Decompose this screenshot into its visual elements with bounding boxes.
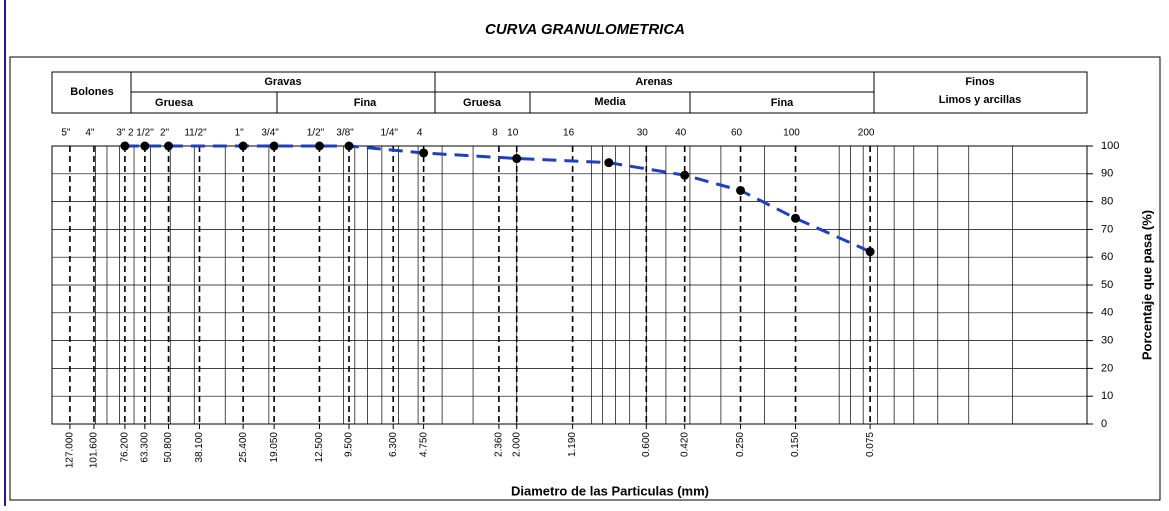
x-tick-label: 0.250 xyxy=(735,432,746,457)
sieve-label: 100 xyxy=(783,128,800,139)
class-label: Fina xyxy=(771,97,794,109)
x-tick-label: 76.200 xyxy=(120,432,131,463)
y-tick-label: 40 xyxy=(1101,307,1113,319)
point xyxy=(238,141,248,151)
y-tick-label: 0 xyxy=(1101,418,1107,430)
point xyxy=(865,247,875,257)
chart-title: CURVA GRANULOMETRICA xyxy=(485,21,685,38)
y-tick-label: 70 xyxy=(1101,223,1113,235)
point xyxy=(314,141,324,151)
point xyxy=(269,141,279,151)
x-tick-label: 0.420 xyxy=(679,432,690,457)
sieve-label: 2 1/2" xyxy=(128,128,154,139)
y-tick-label: 50 xyxy=(1101,279,1113,291)
y-tick-label: 30 xyxy=(1101,335,1113,347)
x-tick-label: 38.100 xyxy=(194,432,205,463)
sieve-label: 5" xyxy=(61,128,71,139)
sieve-label: 8 xyxy=(492,128,498,139)
sieve-label: 40 xyxy=(675,128,687,139)
point xyxy=(120,141,130,151)
sieve-label: 1/2" xyxy=(307,128,325,139)
sieve-label: 1/4" xyxy=(380,128,398,139)
x-tick-label: 9.500 xyxy=(344,432,355,457)
y-tick-label: 80 xyxy=(1101,196,1113,208)
sieve-label: 2" xyxy=(160,128,170,139)
class-label: Fina xyxy=(354,97,377,109)
x-axis-label: Diametro de las Particulas (mm) xyxy=(511,483,709,498)
y-tick-label: 100 xyxy=(1101,140,1119,152)
sieve-label: 4" xyxy=(85,128,95,139)
class-label: Arenas xyxy=(635,76,672,88)
point xyxy=(512,154,522,164)
class-label: Bolones xyxy=(70,86,113,98)
class-label: Gravas xyxy=(264,76,301,88)
frame xyxy=(9,56,1161,501)
point xyxy=(604,158,614,168)
sieve-label: 3" xyxy=(116,128,126,139)
class-label: Finos xyxy=(965,76,994,88)
y-tick-label: 60 xyxy=(1101,251,1113,263)
class-label: Media xyxy=(594,96,626,108)
curve xyxy=(124,144,871,254)
sieve-label: 1" xyxy=(235,128,245,139)
sieve-label: 11/2" xyxy=(184,128,207,139)
y-tick-label: 20 xyxy=(1101,362,1113,374)
y-tick-label: 90 xyxy=(1101,168,1113,180)
y-tick-label: 10 xyxy=(1101,390,1113,402)
x-tick-label: 1.190 xyxy=(567,432,578,457)
class-label: Limos y arcillas xyxy=(939,94,1022,106)
point xyxy=(140,141,150,151)
point xyxy=(680,170,690,180)
x-tick-label: 0.150 xyxy=(790,432,801,457)
x-tick-label: 50.800 xyxy=(163,432,174,463)
class-table xyxy=(51,71,1088,114)
point xyxy=(419,148,429,158)
sieve-label: 3/8" xyxy=(336,128,354,139)
class-label: Gruesa xyxy=(155,97,194,109)
sieve-label: 16 xyxy=(563,128,575,139)
sieve-label: 200 xyxy=(858,128,875,139)
x-tick-label: 25.400 xyxy=(238,432,249,463)
x-tick-label: 2.360 xyxy=(494,432,505,457)
x-tick-label: 0.600 xyxy=(641,432,652,457)
x-tick-label: 12.500 xyxy=(314,432,325,463)
table-border xyxy=(51,71,1088,114)
sieve-label: 60 xyxy=(731,128,743,139)
sieve-label: 30 xyxy=(637,128,649,139)
x-tick-label: 6.300 xyxy=(388,432,399,457)
sieve-label: 3/4" xyxy=(261,128,279,139)
x-tick-label: 101.600 xyxy=(89,432,100,469)
x-tick-label: 127.000 xyxy=(65,432,76,469)
y-axis-label: Porcentaje que pasa (%) xyxy=(1139,210,1154,360)
point xyxy=(344,141,354,151)
x-tick-label: 0.075 xyxy=(865,432,876,457)
sieve-label: 10 xyxy=(507,128,519,139)
point xyxy=(736,185,746,195)
point xyxy=(164,141,174,151)
x-tick-label: 4.750 xyxy=(418,432,429,457)
sieve-label: 4 xyxy=(417,128,423,139)
class-label: Gruesa xyxy=(463,97,502,109)
x-tick-label: 2.000 xyxy=(511,432,522,457)
x-tick-label: 63.300 xyxy=(140,432,151,463)
point xyxy=(791,213,801,223)
x-tick-label: 19.050 xyxy=(269,432,280,463)
